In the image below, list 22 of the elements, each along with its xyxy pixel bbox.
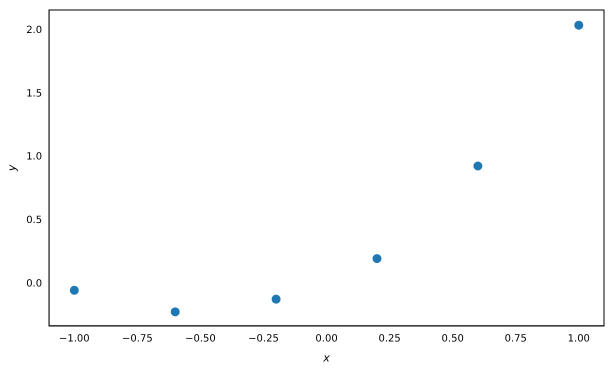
y-tick-label: 2.0 [26,24,42,36]
y-tick-label: 1.0 [26,152,42,163]
y-axis-title: y [5,164,18,172]
x-tick-label: 1.00 [568,333,590,344]
point [372,254,382,264]
x-axis-title: x [322,351,330,364]
x-tick-label: 0.75 [504,333,527,344]
point [473,162,482,170]
point [170,307,180,316]
x-tick-label: −0.75 [122,333,153,344]
y-tick-label: 0.5 [26,215,42,226]
x-tick-label: 0.25 [378,333,401,344]
y-tick-label: 0.0 [26,278,42,290]
x-tick-label: 0.50 [442,333,464,344]
point [272,294,281,304]
point [70,286,79,295]
y-tick-label: 1.5 [26,88,42,100]
x-tick-label: −0.25 [248,333,279,344]
x-tick-label: 0.00 [315,333,338,344]
point [574,20,584,30]
x-tick-label: −1.00 [59,333,90,344]
x-tick-label: −0.50 [185,333,216,344]
